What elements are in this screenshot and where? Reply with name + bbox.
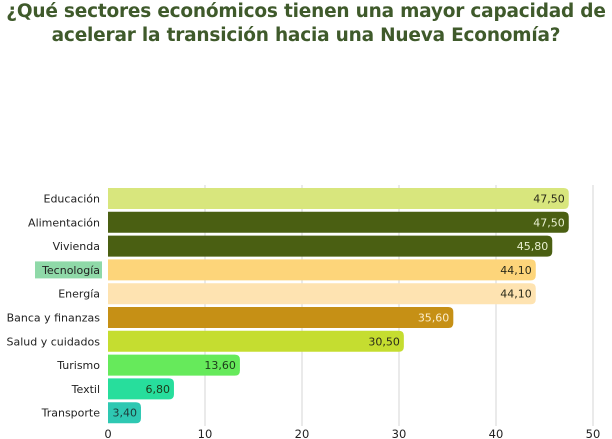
bars: 47,50 47,50 45,80 44,10 44,10 35,60 30,50 13,60… xyxy=(108,188,569,424)
category-label: Transporte xyxy=(41,407,101,420)
x-tick-label: 20 xyxy=(295,427,310,439)
bar-value-label: 6,80 xyxy=(145,383,170,396)
bar-value-label: 44,10 xyxy=(500,288,532,301)
chart-title-line-1: ¿Qué sectores económicos tienen una mayo… xyxy=(6,1,606,22)
bar xyxy=(108,259,536,281)
bar xyxy=(108,211,569,233)
bar xyxy=(108,307,454,328)
category-label: Vivienda xyxy=(53,240,100,253)
bar-value-label: 45,80 xyxy=(517,240,549,253)
category-label: Educación xyxy=(44,193,101,206)
bar xyxy=(108,330,404,352)
bar-value-label: 3,40 xyxy=(112,407,137,420)
x-tick-label: 10 xyxy=(198,427,213,439)
x-tick-label: 0 xyxy=(104,427,111,439)
category-labels: Educación Alimentación Vivienda Tecnología E… xyxy=(7,193,102,420)
bar-value-label: 30,50 xyxy=(368,335,400,348)
chart-title-line-2: acelerar la transición hacia una Nueva E… xyxy=(51,25,561,46)
bar xyxy=(108,235,553,257)
category-label: Salud y cuidados xyxy=(7,335,101,348)
category-label: Energía xyxy=(58,288,100,301)
bar xyxy=(108,188,569,209)
bar-value-label: 35,60 xyxy=(418,312,450,325)
x-axis-ticks: 0 10 20 30 40 50 xyxy=(104,427,600,439)
category-label: Banca y finanzas xyxy=(7,312,101,325)
category-label: Alimentación xyxy=(28,216,100,229)
chart-title: ¿Qué sectores económicos tienen una mayo… xyxy=(0,0,612,48)
bar xyxy=(108,378,174,400)
x-tick-label: 50 xyxy=(586,427,601,439)
category-highlight xyxy=(35,261,102,279)
category-label: Tecnología xyxy=(41,264,100,277)
category-label: Turismo xyxy=(56,359,100,372)
bar xyxy=(108,283,536,305)
bar xyxy=(108,354,240,376)
bar xyxy=(108,402,141,424)
bar-value-label: 47,50 xyxy=(533,193,565,206)
bar-value-label: 44,10 xyxy=(500,264,532,277)
x-tick-label: 30 xyxy=(392,427,407,439)
x-tick-label: 40 xyxy=(489,427,504,439)
bar-value-label: 13,60 xyxy=(204,359,236,372)
bar-value-label: 47,50 xyxy=(533,216,565,229)
category-label: Textil xyxy=(71,383,100,396)
